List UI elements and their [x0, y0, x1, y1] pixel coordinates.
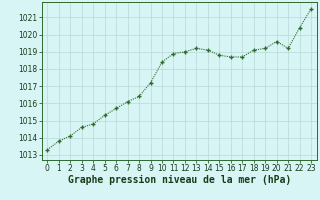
- X-axis label: Graphe pression niveau de la mer (hPa): Graphe pression niveau de la mer (hPa): [68, 175, 291, 185]
